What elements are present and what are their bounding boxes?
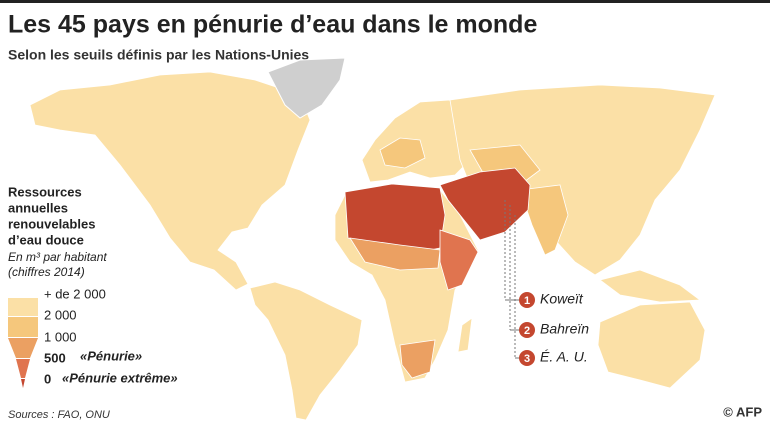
top-rule [0,0,770,3]
southeast-asia [599,269,702,303]
australia [597,301,706,389]
callout-number: 2 [524,325,530,337]
south-asia [519,184,569,256]
title: Les 45 pays en pénurie d’eau dans le mon… [8,11,537,39]
sahel [349,237,441,271]
legend-swatch [21,379,25,388]
madagascar [457,317,473,353]
legend-title: Ressources [8,184,82,199]
callout-label: Bahreïn [540,321,589,337]
legend-swatch [16,359,30,378]
middle-east [439,167,531,241]
callout-number: 3 [524,353,530,365]
south-america [249,281,363,421]
legend-note: (chiffres 2014) [8,265,85,279]
legend-label: + de 2 000 [44,286,106,301]
legend-swatch [8,338,38,358]
source: Sources : FAO, ONU [8,409,110,421]
legend-label: 1 000 [44,329,77,344]
callouts: 1 2 3 Koweït Bahreïn É. A. U. [504,200,589,366]
legend-title: d’eau douce [8,232,84,247]
callout-label: É. A. U. [540,349,588,365]
legend-note: «Pénurie extrême» [62,370,178,385]
southern-africa [399,339,436,379]
legend-unit: En m³ par habitant [8,250,107,264]
legend-swatch [8,317,38,337]
legend-title: renouvelables [8,216,95,231]
callout-marker [519,292,535,308]
legend-note: «Pénurie» [80,348,142,363]
europe-central [379,137,426,169]
callout-marker [519,350,535,366]
greenland [267,57,346,119]
legend-label: 2 000 [44,307,77,322]
legend-title: annuelles [8,200,68,215]
legend-swatch [8,298,38,316]
horn-of-africa [439,229,479,291]
callout-number: 1 [524,295,530,307]
north-america [29,71,311,291]
callout-label: Koweït [540,291,584,307]
subtitle: Selon les seuils définis par les Nations… [8,47,309,63]
world-map [29,57,716,421]
legend-label: 0 [44,371,51,386]
legend-label: 500 [44,350,66,365]
legend: Ressources annuelles renouvelables d’eau… [8,184,178,388]
callout-marker [519,322,535,338]
credit: © AFP [723,404,762,419]
